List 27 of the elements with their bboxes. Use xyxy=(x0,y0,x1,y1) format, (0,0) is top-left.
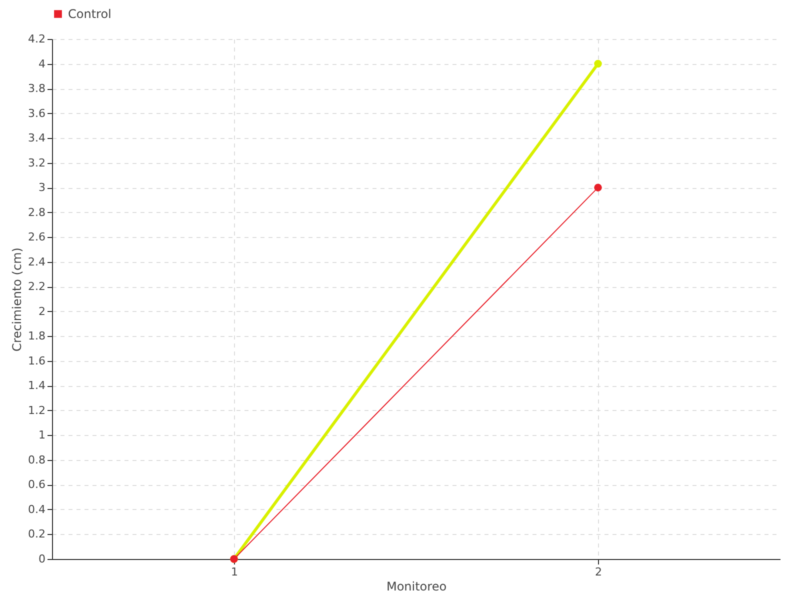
y-tick-label: 1.4 xyxy=(28,379,46,392)
y-tick-label: 1.6 xyxy=(28,354,46,368)
x-axis-title: Monitoreo xyxy=(386,580,447,594)
y-tick-label: 0.6 xyxy=(28,478,46,492)
y-tick-label: 0.8 xyxy=(28,453,46,466)
y-tick-label: 3.2 xyxy=(28,156,46,170)
y-tick-label: 2.4 xyxy=(28,255,46,268)
y-axis-title: Crecimiento (cm) xyxy=(10,248,24,352)
point xyxy=(594,60,602,68)
y-tick-label: 0 xyxy=(38,552,46,566)
y-tick-label: 2.2 xyxy=(28,280,46,294)
y-tick-label: 3.6 xyxy=(28,106,46,120)
legend-label: Control xyxy=(68,7,112,21)
y-tick-label: 3.8 xyxy=(28,82,46,96)
y-tick-label: 2 xyxy=(38,304,46,318)
y-tick-label: 3 xyxy=(38,181,46,194)
y-tick-label: 2.6 xyxy=(28,230,46,244)
y-tick-label: 1 xyxy=(38,428,46,442)
y-tick-label: 0.2 xyxy=(28,528,46,541)
y-tick-label: 1.2 xyxy=(28,404,46,417)
y-tick-label: 4.2 xyxy=(28,32,46,46)
y-tick-label: 3.4 xyxy=(28,132,46,145)
y-tick-label: 2.8 xyxy=(28,206,46,219)
y-tick-label: 4 xyxy=(38,57,46,70)
point xyxy=(594,184,602,192)
y-tick-label: 1.8 xyxy=(28,330,46,343)
y-tick-label: 0.4 xyxy=(28,502,46,516)
